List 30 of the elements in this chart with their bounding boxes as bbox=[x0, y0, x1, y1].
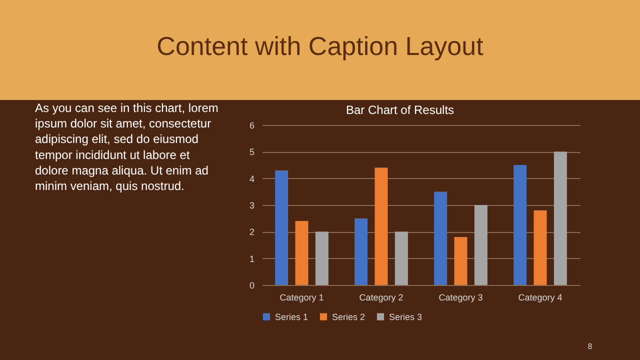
chart-title: Bar Chart of Results bbox=[346, 103, 454, 117]
y-tick-label: 6 bbox=[249, 120, 254, 130]
y-tick-label: 5 bbox=[249, 147, 254, 158]
bar bbox=[514, 165, 527, 285]
text: Content with Caption Layout bbox=[156, 31, 484, 61]
bar bbox=[295, 221, 308, 285]
bar bbox=[434, 192, 448, 285]
bar bbox=[315, 232, 328, 285]
y-tick-label: 1 bbox=[249, 254, 254, 264]
bar bbox=[394, 232, 408, 285]
y-tick-label: 3 bbox=[249, 200, 254, 210]
bar bbox=[474, 205, 488, 285]
bar bbox=[534, 210, 547, 285]
text: 8 bbox=[588, 342, 593, 351]
y-tick-label: 0 bbox=[249, 280, 254, 290]
bar bbox=[374, 168, 388, 285]
legend-label: Series 3 bbox=[389, 312, 422, 322]
x-tick-label: Category 1 bbox=[280, 292, 324, 302]
y-tick-label: 4 bbox=[249, 174, 254, 184]
bar bbox=[275, 170, 288, 285]
x-tick-label: Category 4 bbox=[518, 292, 562, 302]
bar bbox=[454, 237, 468, 285]
legend-label: Series 1 bbox=[275, 312, 308, 322]
text: As you can see in this chart, lorem ipsum dolor sit amet, consectetur adipiscing elit, sed do eiusmod tempor incididunt ut labore et dolore magna aliqua. Ut enim ad minim veniam, quis nostrud. bbox=[35, 101, 218, 193]
legend-label: Series 2 bbox=[332, 312, 366, 322]
x-tick-label: Category 2 bbox=[359, 292, 404, 302]
bar bbox=[354, 218, 368, 285]
x-tick-label: Category 3 bbox=[438, 292, 483, 302]
y-tick-label: 2 bbox=[249, 227, 254, 238]
bar bbox=[554, 152, 567, 285]
